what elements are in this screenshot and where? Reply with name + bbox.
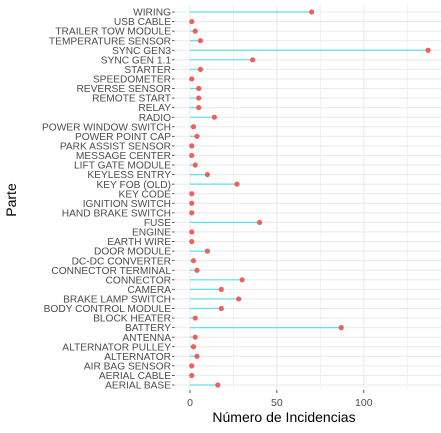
- y-tick-label: ENGINE: [132, 228, 171, 239]
- lollipop-point: [194, 133, 200, 139]
- lollipop-point: [239, 277, 245, 283]
- y-tick-label: POWER POINT CAP: [75, 132, 171, 143]
- grid: [174, 5, 441, 390]
- y-tick-label: AERIAL CABLE: [99, 371, 171, 382]
- lollipop-point: [196, 95, 202, 101]
- lollipop-point: [249, 57, 256, 63]
- lollipop-point: [189, 210, 195, 216]
- y-tick-label: AIR BAG SENSOR: [84, 361, 171, 372]
- lollipop-point: [189, 143, 195, 149]
- y-tick-label: KEY CODE: [119, 189, 172, 200]
- y-tick-label: DC-DC CONVERTER: [72, 256, 171, 267]
- x-tick-labels: 0 50 100: [187, 390, 373, 409]
- lollipop-point: [192, 315, 198, 321]
- y-tick-label: REVERSE SENSOR: [76, 84, 171, 95]
- y-tick-label: AERIAL BASE: [105, 381, 171, 392]
- y-tick-label: SYNC GEN3: [112, 46, 171, 57]
- y-tick-label: FUSE: [144, 218, 171, 229]
- lollipop-point: [197, 66, 204, 72]
- lollipop-point: [189, 372, 195, 379]
- y-tick-label: SYNC GEN 1.1: [101, 55, 172, 66]
- points: [189, 9, 431, 388]
- lollipop-point: [196, 85, 202, 92]
- lollipop-point: [189, 238, 195, 245]
- lollipop-point: [204, 171, 210, 178]
- y-tick-label: POWER WINDOW SWITCH: [42, 122, 171, 133]
- x-tick-label: 50: [271, 397, 283, 409]
- lollipop-point: [218, 286, 224, 292]
- y-tick-label: SPEEDOMETER: [93, 75, 171, 86]
- y-tick-label: TEMPERATURE SENSOR: [49, 36, 171, 47]
- lollipop-point: [190, 124, 197, 130]
- y-tick-label: DOOR MODULE: [94, 247, 171, 258]
- y-tick-label: PARK ASSIST SENSOR: [60, 141, 171, 152]
- lollipop-point: [218, 305, 224, 312]
- y-tick-label: EARTH WIRE: [107, 237, 171, 248]
- stems: [190, 11, 429, 386]
- lollipop-point: [211, 114, 217, 120]
- x-axis-title: Número de Incidencias: [212, 409, 355, 425]
- y-tick-label: ANTENNA: [122, 333, 171, 344]
- lollipop-point: [197, 38, 204, 44]
- lollipop-point: [338, 325, 344, 331]
- y-tick-label: BATTERY: [125, 323, 171, 334]
- lollipop-point: [189, 152, 195, 159]
- y-tick-label: LIFT GATE MODULE: [74, 161, 171, 172]
- lollipop-point: [189, 229, 195, 235]
- lollipop-point: [192, 162, 198, 168]
- y-tick-label: IGNITION SWITCH: [83, 199, 171, 210]
- y-tick-label: USB CABLE: [114, 17, 171, 28]
- lollipop-point: [215, 382, 221, 388]
- y-tick-label: REMOTE START: [92, 94, 171, 105]
- y-tick-label: MESSAGE CENTER: [76, 151, 171, 162]
- lollipop-point: [189, 18, 195, 25]
- y-tick-label: CONNECTOR TERMINAL: [51, 266, 171, 277]
- lollipop-point: [192, 334, 198, 340]
- y-tick-label: KEYLESS ENTRY: [87, 170, 171, 181]
- lollipop-point: [190, 258, 197, 264]
- lollipop-point: [194, 353, 200, 359]
- y-tick-label: TRAILER TOW MODULE: [55, 27, 171, 38]
- lollipop-point: [189, 191, 195, 197]
- lollipop-point: [236, 296, 242, 302]
- lollipop-point: [189, 76, 195, 82]
- lollipop-point: [194, 267, 200, 273]
- y-tick-label: ALTERNATOR PULLEY: [62, 342, 171, 353]
- y-tick-label: BRAKE LAMP SWITCH: [63, 295, 171, 306]
- y-tick-label: STARTER: [124, 65, 171, 76]
- lollipop-point: [309, 9, 315, 15]
- y-tick-label: BODY CONTROL MODULE: [44, 304, 172, 315]
- x-tick-label: 100: [355, 397, 373, 409]
- lollipop-point: [196, 105, 202, 111]
- y-tick-label: ALTERNATOR: [104, 352, 171, 363]
- y-axis-title: Parte: [3, 183, 19, 217]
- lollipop-point: [425, 47, 431, 53]
- y-tick-label: CAMERA: [127, 285, 171, 296]
- y-tick-label: WIRING: [133, 8, 171, 19]
- lollipop-point: [189, 200, 195, 206]
- lollipop-point: [256, 219, 263, 226]
- lollipop-point: [190, 344, 197, 350]
- lollipop-point: [204, 248, 210, 254]
- y-tick-label: CONNECTOR: [106, 275, 171, 286]
- y-tick-label: RELAY: [138, 103, 171, 114]
- lollipop-point: [192, 28, 198, 34]
- x-tick-label: 0: [187, 397, 193, 409]
- y-tick-label: BLOCK HEATER: [93, 314, 171, 325]
- lollipop-point: [234, 181, 240, 187]
- lollipop-point: [189, 363, 195, 369]
- y-tick-label: KEY FOB (OLD): [96, 180, 171, 191]
- y-tick-label: RADIO: [139, 113, 171, 124]
- y-tick-label: HAND BRAKE SWITCH: [62, 208, 171, 219]
